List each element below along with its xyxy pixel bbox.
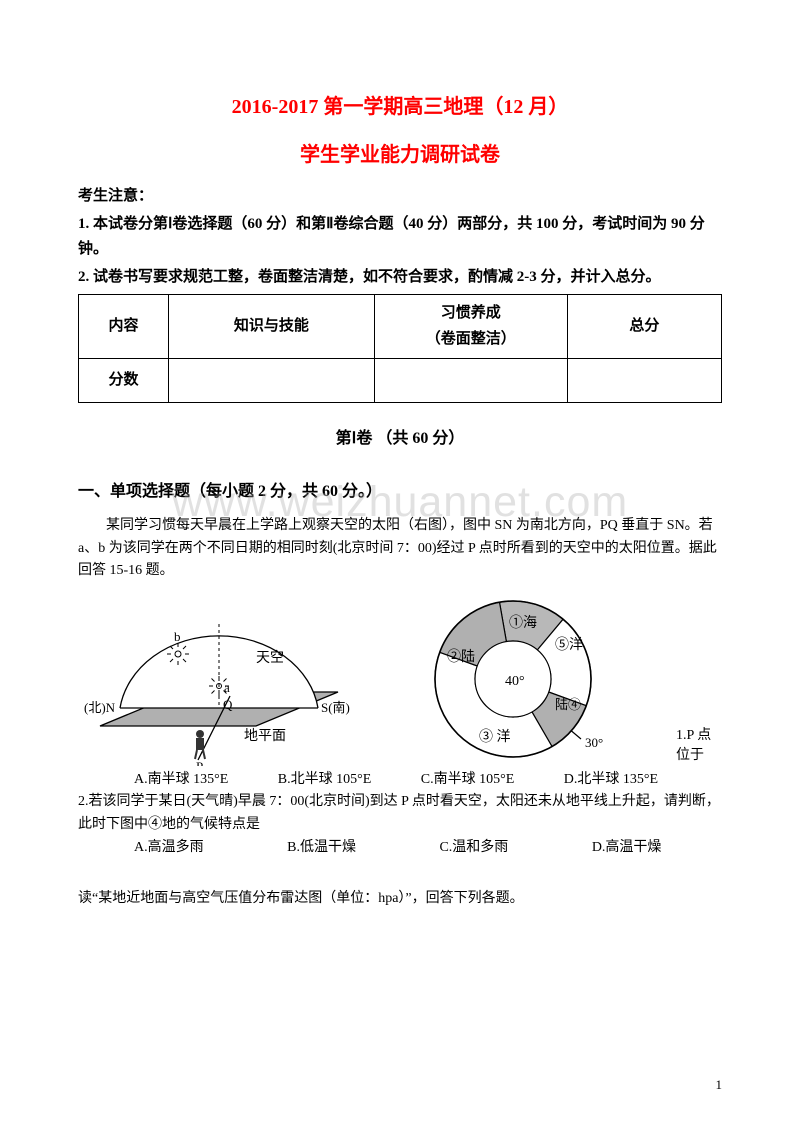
svg-text:P: P bbox=[196, 759, 203, 766]
q2-option-a: A.高温多雨 bbox=[106, 836, 204, 860]
part1-heading: 一、单项选择题（每小题 2 分，共 60 分。） bbox=[78, 478, 722, 505]
page-number: 1 bbox=[716, 1074, 723, 1096]
exam-title-line-1: 2016-2017 第一学期高三地理（12 月） bbox=[78, 90, 722, 124]
notice-line-1: 1. 本试卷分第Ⅰ卷选择题（60 分）和第Ⅱ卷综合题（40 分）两部分，共 10… bbox=[78, 212, 722, 263]
question-3-intro: 读“某地近地面与高空气压值分布雷达图（单位：hpa）”，回答下列各题。 bbox=[78, 888, 722, 910]
table-header-habit: 习惯养成 （卷面整洁） bbox=[374, 295, 567, 359]
question-2-text: 2.若该同学于某日(天气晴)早晨 7：00(北京时间)到达 P 点时看天空，太阳… bbox=[78, 791, 722, 836]
svg-text:(北)N: (北)N bbox=[84, 700, 116, 715]
svg-text:S(南): S(南) bbox=[321, 700, 350, 715]
question-1-label: 1.P 点位于 bbox=[676, 726, 722, 765]
table-cell-total bbox=[567, 359, 721, 403]
svg-text:⑤洋: ⑤洋 bbox=[555, 637, 583, 653]
table-cell-skill bbox=[169, 359, 375, 403]
table-cell-habit bbox=[374, 359, 567, 403]
svg-text:30°: 30° bbox=[585, 735, 603, 750]
q1-option-c: C.南半球 105°E bbox=[393, 768, 515, 792]
q1-option-d: D.北半球 135°E bbox=[536, 768, 658, 792]
svg-text:40°: 40° bbox=[505, 674, 525, 689]
figure-sky-ground: (北)N S(南) 天空 地平面 a b P Q bbox=[78, 596, 360, 766]
notice-line-2: 2. 试卷书写要求规范工整，卷面整洁清楚，如不符合要求，酌情减 2-3 分，并计… bbox=[78, 265, 722, 291]
q2-option-b: B.低温干燥 bbox=[259, 836, 356, 860]
svg-text:③ 洋: ③ 洋 bbox=[479, 729, 511, 745]
figure-ring-diagram: 40° ①海 ②陆 ③ 洋 陆④ ⑤洋 30° bbox=[403, 591, 633, 766]
svg-text:地平面: 地平面 bbox=[244, 728, 286, 744]
table-header-skill: 知识与技能 bbox=[169, 295, 375, 359]
q1-option-a: A.南半球 135°E bbox=[106, 768, 228, 792]
exam-title-line-2: 学生学业能力调研试卷 bbox=[78, 138, 722, 172]
q1-option-b: B.北半球 105°E bbox=[250, 768, 372, 792]
svg-text:b: b bbox=[174, 629, 181, 644]
section-heading: 第Ⅰ卷 （共 60 分） bbox=[78, 425, 722, 452]
svg-text:Q: Q bbox=[223, 697, 233, 712]
table-header-content: 内容 bbox=[79, 295, 169, 359]
passage-1: 某同学习惯每天早晨在上学路上观察天空的太阳（右图），图中 SN 为南北方向，PQ… bbox=[78, 515, 722, 582]
table-header-total: 总分 bbox=[567, 295, 721, 359]
q2-option-d: D.高温干燥 bbox=[564, 836, 662, 860]
table-row-label: 分数 bbox=[79, 359, 169, 403]
svg-text:陆④: 陆④ bbox=[555, 697, 581, 712]
svg-text:①海: ①海 bbox=[509, 615, 537, 631]
q2-option-c: C.温和多雨 bbox=[411, 836, 508, 860]
question-2-options: A.高温多雨 B.低温干燥 C.温和多雨 D.高温干燥 bbox=[78, 836, 722, 860]
svg-text:天空: 天空 bbox=[256, 650, 284, 666]
svg-text:②陆: ②陆 bbox=[447, 649, 475, 665]
question-1-options: A.南半球 135°E B.北半球 105°E C.南半球 105°E D.北半… bbox=[78, 768, 722, 792]
svg-text:a: a bbox=[224, 680, 230, 695]
score-table: 内容 知识与技能 习惯养成 （卷面整洁） 总分 分数 bbox=[78, 294, 722, 403]
notice-heading: 考生注意： bbox=[78, 184, 722, 210]
